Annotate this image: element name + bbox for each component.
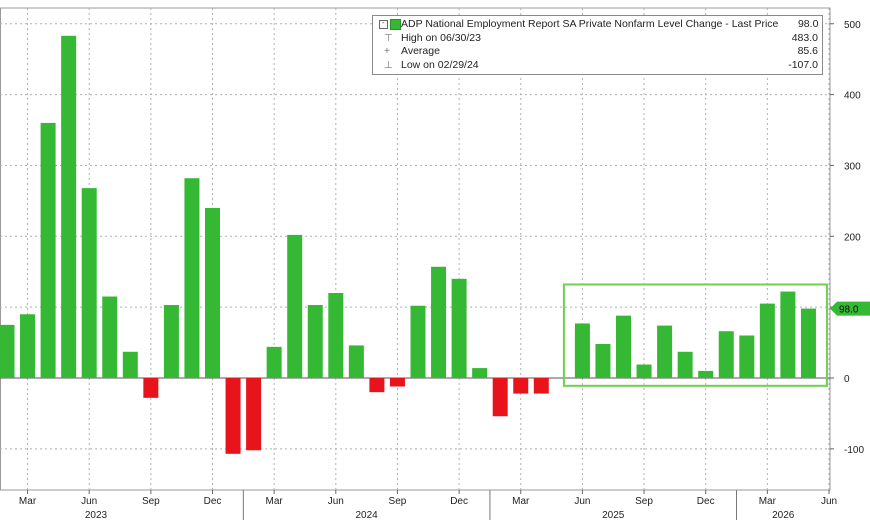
legend-series-value: 98.0 bbox=[797, 18, 819, 31]
bar-dec-2024 bbox=[451, 278, 467, 378]
plot-frame bbox=[0, 7, 831, 491]
bar-dec-2023 bbox=[205, 207, 220, 378]
bar-jan-2024 bbox=[225, 378, 241, 454]
bar-may-2023 bbox=[61, 35, 77, 379]
bar-oct-2023 bbox=[163, 305, 179, 378]
bar-sep-2023 bbox=[143, 378, 159, 398]
bar-dec-2025 bbox=[698, 370, 714, 378]
y-tick-label: 0 bbox=[844, 374, 850, 385]
highlight-box-group bbox=[562, 283, 828, 387]
bar-may-2026 bbox=[800, 308, 816, 378]
bar-jul-2023 bbox=[102, 296, 118, 378]
bar-mar-2024 bbox=[266, 346, 282, 378]
legend-low-label: Low on 02/29/24 bbox=[401, 58, 479, 71]
bar-feb-2023 bbox=[0, 324, 15, 378]
x-tick-label: Mar bbox=[19, 496, 37, 507]
x-tick-label: Mar bbox=[759, 496, 777, 507]
year-label: 2025 bbox=[602, 510, 625, 520]
x-tick-label: Dec bbox=[697, 496, 715, 507]
y-tick-label: 400 bbox=[844, 91, 861, 102]
x-tick-label: Dec bbox=[204, 496, 222, 507]
y-tick-label: 300 bbox=[844, 161, 861, 172]
bar-aug-2023 bbox=[122, 351, 138, 378]
x-tick-label: Sep bbox=[389, 496, 407, 507]
bar-feb-2025 bbox=[492, 378, 508, 417]
bar-mar-2026 bbox=[759, 303, 775, 378]
bar-apr-2023 bbox=[40, 122, 56, 378]
bar-nov-2025 bbox=[677, 351, 693, 378]
x-tick-label: Mar bbox=[266, 496, 284, 507]
last-price-tag bbox=[830, 301, 870, 316]
bar-may-2024 bbox=[307, 305, 323, 378]
x-tick-label: Jun bbox=[81, 496, 97, 507]
legend-high-value: 483.0 bbox=[791, 31, 818, 44]
collapse-icon: - bbox=[379, 20, 388, 30]
legend-low-value: -107.0 bbox=[788, 58, 818, 71]
y-tick-label: -100 bbox=[844, 445, 864, 456]
low-marker-icon: ⊥ bbox=[384, 59, 393, 71]
x-axis: Mar Jun Sep Dec Mar Jun Sep Dec Mar Jun Sep Dec Mar J… bbox=[19, 490, 837, 520]
legend-series-row: - ADP National Employment Report SA Priv… bbox=[379, 18, 818, 32]
bar-apr-2025 bbox=[533, 378, 549, 394]
x-tick-label: Dec bbox=[450, 496, 468, 507]
bar-mar-2023 bbox=[20, 314, 36, 378]
bar-apr-2026 bbox=[780, 291, 796, 378]
bar-nov-2023 bbox=[184, 178, 200, 378]
bar-oct-2025 bbox=[657, 325, 673, 378]
bar-jul-2025 bbox=[595, 343, 611, 378]
y-axis: -100010020030040050098.0 bbox=[830, 20, 870, 456]
bar-feb-2024 bbox=[246, 378, 262, 451]
bar-jul-2024 bbox=[348, 345, 364, 378]
x-tick-label: Jun bbox=[574, 496, 590, 507]
year-label: 2024 bbox=[356, 510, 379, 520]
legend-high-label: High on 06/30/23 bbox=[401, 31, 481, 44]
year-label: 2026 bbox=[772, 510, 795, 520]
bar-jan-2025 bbox=[472, 368, 488, 378]
x-tick-label: Jun bbox=[328, 496, 344, 507]
x-tick-label: Sep bbox=[635, 496, 653, 507]
bar-sep-2024 bbox=[389, 378, 405, 387]
average-marker-icon: + bbox=[384, 46, 390, 58]
legend-low-row: ⊥ Low on 02/29/24 -107.0 bbox=[379, 59, 818, 73]
year-label: 2023 bbox=[85, 510, 108, 520]
legend-average-row: + Average 85.6 bbox=[379, 45, 818, 59]
bar-jan-2026 bbox=[718, 331, 734, 378]
bar-jun-2025 bbox=[574, 323, 590, 378]
x-tick-label: Jun bbox=[821, 496, 837, 507]
bar-aug-2024 bbox=[369, 378, 385, 393]
bar-jun-2024 bbox=[328, 292, 344, 378]
high-marker-icon: ⊤ bbox=[384, 32, 393, 44]
bar-nov-2024 bbox=[431, 266, 447, 378]
x-tick-label: Sep bbox=[142, 496, 160, 507]
bar-jun-2023 bbox=[81, 188, 97, 378]
legend: - ADP National Employment Report SA Priv… bbox=[372, 15, 823, 75]
bar-sep-2025 bbox=[636, 364, 652, 378]
x-tick-label: Mar bbox=[512, 496, 530, 507]
highlight-box bbox=[562, 283, 828, 387]
bars bbox=[0, 35, 816, 454]
y-tick-label: 200 bbox=[844, 232, 861, 243]
legend-high-row: ⊤ High on 06/30/23 483.0 bbox=[379, 32, 818, 46]
legend-series-label: ADP National Employment Report SA Privat… bbox=[401, 18, 779, 31]
legend-average-value: 85.6 bbox=[797, 45, 818, 58]
legend-average-label: Average bbox=[401, 45, 440, 58]
grid bbox=[0, 7, 831, 491]
bar-feb-2026 bbox=[739, 335, 755, 378]
bar-mar-2025 bbox=[513, 378, 529, 394]
series-swatch-icon bbox=[389, 19, 401, 31]
bar-apr-2024 bbox=[287, 234, 303, 378]
last-price-label: 98.0 bbox=[839, 305, 859, 316]
bar-oct-2024 bbox=[410, 305, 426, 378]
y-tick-label: 500 bbox=[844, 20, 861, 31]
bar-aug-2025 bbox=[616, 315, 631, 378]
